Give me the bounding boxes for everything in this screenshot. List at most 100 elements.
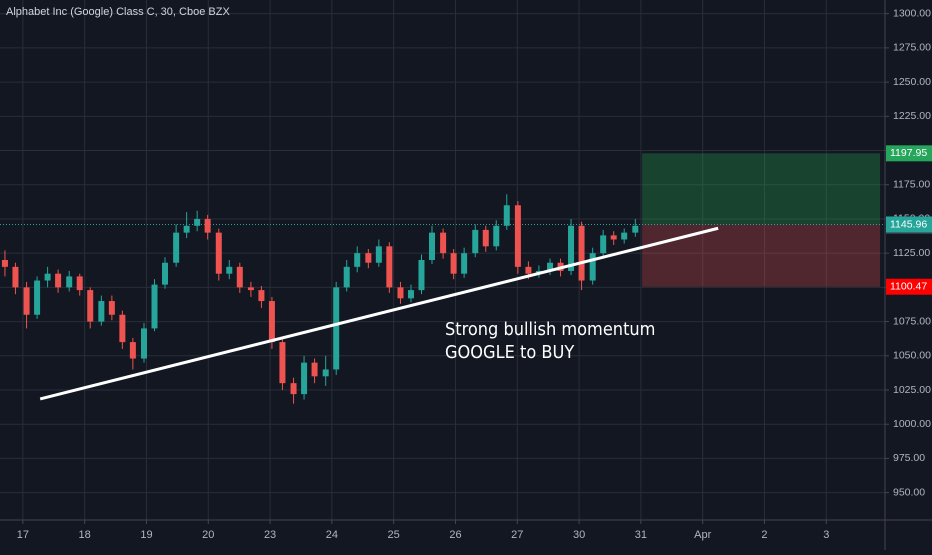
- candle-body: [76, 276, 83, 291]
- x-tick-label: 27: [511, 529, 523, 541]
- candle-body: [162, 262, 169, 285]
- plot: [0, 153, 885, 404]
- candle-body: [333, 287, 340, 370]
- candle-body: [461, 253, 468, 274]
- candle-body: [247, 287, 254, 291]
- candle-body: [578, 225, 585, 281]
- x-tick-label: 19: [140, 529, 152, 541]
- candle-body: [322, 369, 329, 377]
- y-tick-label: 1125.00: [893, 247, 930, 259]
- y-tick-label: 1250.00: [893, 76, 931, 88]
- candle-body: [119, 314, 126, 343]
- candle-body: [493, 225, 500, 247]
- candle-body: [151, 284, 158, 329]
- y-tick-label: 1300.00: [893, 7, 931, 19]
- candle-body: [258, 290, 265, 302]
- entry-label-bg: [886, 216, 932, 233]
- candle-body: [354, 253, 361, 267]
- candle-body: [12, 266, 19, 288]
- annotation: GOOGLE to BUY: [445, 342, 574, 363]
- y-tick-label: 1000.00: [893, 418, 931, 430]
- candle-body: [600, 235, 607, 254]
- candle-body: [140, 328, 147, 359]
- candle-body: [407, 290, 414, 299]
- candle-body: [87, 290, 94, 322]
- candle-body: [482, 229, 489, 247]
- x-tick-label: 31: [635, 529, 647, 541]
- candle-body: [589, 253, 596, 281]
- candle-body: [568, 225, 575, 271]
- candle-body: [428, 232, 435, 260]
- candle-body: [129, 342, 136, 359]
- candle-body: [108, 301, 115, 315]
- stop-label: 1100.47: [890, 281, 927, 293]
- candle-body: [450, 253, 457, 274]
- candle-body: [44, 273, 51, 281]
- candle-body: [418, 260, 425, 291]
- entry-label: 1145.96: [890, 218, 927, 230]
- candle-body: [34, 280, 41, 315]
- candle-body: [547, 262, 554, 271]
- stop-label-bg: [886, 278, 932, 295]
- x-tick-label: 30: [573, 529, 585, 541]
- candle-body: [375, 246, 382, 263]
- candle-body: [311, 362, 318, 377]
- candle-body: [365, 253, 372, 263]
- candle-body: [343, 266, 350, 288]
- candle-body: [66, 276, 73, 288]
- axes: 950.00 975.00 1000.00 1025.00 1050.00 1075.00…: [17, 7, 932, 541]
- candle-body: [440, 232, 447, 254]
- y-tick-label: 1225.00: [893, 110, 931, 122]
- candle-body: [204, 218, 211, 233]
- candle-body: [194, 218, 201, 226]
- x-tick-label: Apr: [694, 529, 711, 541]
- x-tick-label: 17: [17, 529, 29, 541]
- x-tick-label: 3: [823, 529, 829, 541]
- candle-body: [226, 266, 233, 274]
- y-tick-label: 1025.00: [893, 384, 931, 396]
- profit-zone: [642, 153, 881, 225]
- x-tick-label: 23: [264, 529, 276, 541]
- candle-body: [472, 229, 479, 254]
- y-tick-label: 975.00: [893, 452, 925, 464]
- y-tick-label: 950.00: [893, 486, 925, 498]
- candle-body: [621, 232, 628, 240]
- candle-body: [279, 342, 286, 384]
- candle-body: [236, 266, 243, 288]
- candle-body: [525, 266, 532, 274]
- x-tick-label: 25: [388, 529, 400, 541]
- x-tick-label: 2: [761, 529, 767, 541]
- grid: [0, 0, 885, 520]
- x-tick-label: 24: [326, 529, 338, 541]
- candle-body: [173, 232, 180, 263]
- y-tick-label: 1175.00: [893, 179, 930, 191]
- candle-body: [1, 260, 8, 267]
- annotation: Strong bullish momentum: [445, 319, 655, 340]
- candle-body: [514, 205, 521, 267]
- x-tick-label: 26: [449, 529, 461, 541]
- y-tick-label: 1050.00: [893, 350, 931, 362]
- x-tick-label: 20: [202, 529, 214, 541]
- y-tick-label: 1075.00: [893, 315, 931, 327]
- trend-line: [39, 226, 719, 401]
- candle-body: [55, 273, 62, 288]
- candle-body: [503, 205, 510, 226]
- chart-title: Alphabet Inc (Google) Class C, 30, Cboe …: [6, 6, 230, 18]
- candle-body: [301, 362, 308, 395]
- y-tick-label: 1275.00: [893, 42, 931, 54]
- target-label: 1197.95: [890, 147, 927, 159]
- candle-body: [23, 287, 30, 315]
- candle-body: [386, 246, 393, 288]
- candle-body: [610, 235, 617, 240]
- candle-body: [268, 301, 275, 343]
- candle-body: [98, 301, 105, 322]
- x-tick-label: 18: [79, 529, 91, 541]
- candle-body: [290, 383, 297, 395]
- candle-body: [215, 232, 222, 274]
- candle-body: [632, 225, 639, 233]
- target-label-bg: [886, 145, 932, 162]
- candle-body: [183, 225, 190, 233]
- candle-body: [397, 287, 404, 299]
